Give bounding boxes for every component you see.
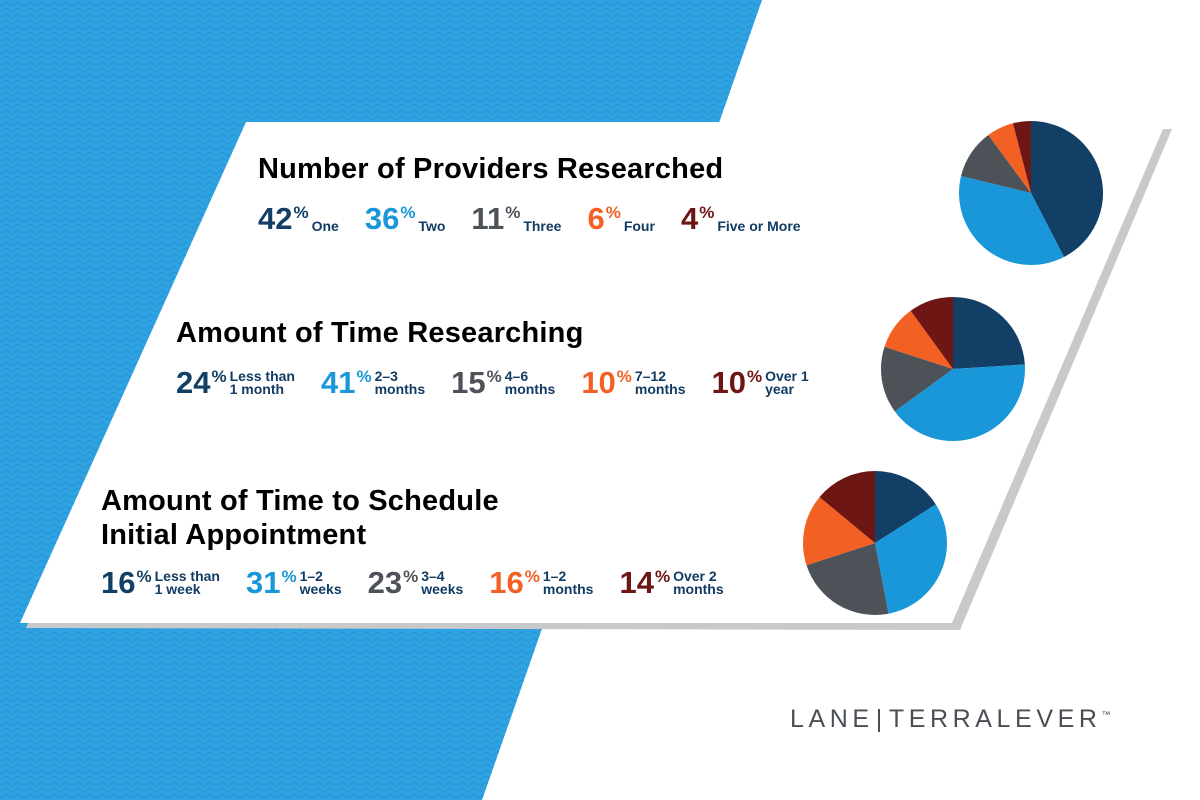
stat-label: Less than 1 month <box>229 368 295 397</box>
pie-slice <box>961 135 1031 193</box>
section-title: Amount of Time Researching <box>176 317 584 349</box>
percent-sign: % <box>400 203 416 222</box>
stat-value: 6 <box>587 201 605 236</box>
pie-slice <box>875 471 936 543</box>
stat-label: 1–2 weeks <box>299 568 342 597</box>
percent-sign: % <box>746 367 763 386</box>
pie-slice <box>1031 121 1104 257</box>
percent-sign: % <box>699 203 715 222</box>
percent-sign: % <box>356 367 372 386</box>
stat-label: Four <box>623 218 655 234</box>
stat-label: Over 1 year <box>765 368 809 397</box>
percent-sign: % <box>486 367 502 386</box>
percent-sign: % <box>136 567 152 586</box>
stat-label: One <box>311 218 339 234</box>
stat-item: 41% 2–3 months <box>320 365 426 400</box>
stat-label: 3–4 weeks <box>421 568 464 597</box>
stat-item: 11% Three <box>471 201 562 236</box>
section-providers: Number of Providers Researched 42% One 36%… <box>258 152 801 234</box>
percent-sign: % <box>403 567 419 586</box>
pie-slice <box>988 123 1031 193</box>
pie-slice <box>910 297 953 369</box>
logo-right: TERRALEVER <box>888 705 1102 733</box>
section-title: Amount of Time to Schedule Initial Appoi… <box>101 485 499 551</box>
percent-sign: % <box>524 567 540 586</box>
stat-item: 10% Over 1 year <box>711 365 809 400</box>
lane-terralever-logo: LANE|TERRALEVER™ <box>790 705 1111 734</box>
pie-slice <box>953 297 1025 369</box>
stat-value: 4 <box>680 201 699 236</box>
logo-trademark: ™ <box>1101 709 1111 720</box>
pie-slice <box>880 346 953 412</box>
stat-item: 16% Less than 1 week <box>101 565 220 600</box>
percent-sign: % <box>211 367 227 386</box>
stat-item: 24% Less than 1 month <box>176 365 295 400</box>
pie-slice <box>802 497 875 566</box>
stat-item: 10% 7–12 months <box>581 365 686 400</box>
stat-item: 6% Four <box>587 201 655 236</box>
stats-row: 16% Less than 1 week 31% 1–2 weeks 23% 3–4 we… <box>101 565 750 600</box>
stat-item: 15% 4–6 months <box>451 365 556 400</box>
pie-slice <box>959 176 1064 266</box>
stat-item: 16% 1–2 months <box>489 565 594 600</box>
stat-item: 31% 1–2 weeks <box>245 565 342 600</box>
stat-value: 41 <box>320 365 356 400</box>
stat-label: 1–2 months <box>542 568 594 597</box>
pie-chart-providers <box>959 121 1104 266</box>
stat-value: 42 <box>258 201 293 236</box>
stat-label: Two <box>418 218 446 234</box>
stat-value: 15 <box>451 365 486 400</box>
section-time-to-schedule: Amount of Time to Schedule Initial Appoi… <box>101 484 724 598</box>
stat-item: 36% Two <box>364 201 446 236</box>
section-title: Number of Providers Researched <box>258 153 724 185</box>
stat-value: 31 <box>245 565 281 600</box>
percent-sign: % <box>293 203 309 222</box>
pie-chart-time-to-schedule <box>802 471 947 615</box>
stat-value: 10 <box>711 365 746 400</box>
pie-slice <box>894 364 1026 442</box>
stat-label: 7–12 months <box>634 368 686 397</box>
pie-slice <box>819 471 875 543</box>
pie-slice <box>806 543 889 615</box>
logo-divider: | <box>875 705 887 733</box>
stats-row: 24% Less than 1 month 41% 2–3 months 15% 4–6 … <box>176 365 835 400</box>
stat-value: 14 <box>619 565 654 600</box>
stat-item: 14% Over 2 months <box>619 565 724 600</box>
percent-sign: % <box>654 567 671 586</box>
stat-value: 24 <box>176 365 211 400</box>
pie-slice <box>884 310 953 369</box>
pie-slice <box>1012 121 1031 193</box>
stat-item: 23% 3–4 weeks <box>367 565 464 600</box>
percent-sign: % <box>605 203 621 222</box>
percent-sign: % <box>505 203 521 222</box>
stat-item: 42% One <box>258 201 339 236</box>
stat-label: 4–6 months <box>504 368 556 397</box>
percent-sign: % <box>616 367 632 386</box>
stat-label: 2–3 months <box>374 368 426 397</box>
stat-value: 36 <box>364 201 400 236</box>
stats-row: 42% One 36% Two 11% Three 6% Four 4% Five or More <box>258 201 827 236</box>
stat-label: Over 2 months <box>673 568 724 597</box>
pie-chart-time-researching <box>880 297 1026 442</box>
logo-left: LANE <box>790 705 874 733</box>
stat-label: Three <box>523 218 562 234</box>
stat-item: 4% Five or More <box>680 201 801 236</box>
stat-value: 10 <box>581 365 616 400</box>
stat-value: 16 <box>101 565 136 600</box>
stat-value: 23 <box>367 565 403 600</box>
stat-value: 11 <box>471 201 505 236</box>
pie-slice <box>875 504 947 614</box>
stat-label: Less than 1 week <box>154 568 220 597</box>
stat-value: 16 <box>489 565 524 600</box>
section-time-researching: Amount of Time Researching 24% Less than … <box>176 316 809 398</box>
stat-label: Five or More <box>717 218 801 234</box>
percent-sign: % <box>281 567 297 586</box>
